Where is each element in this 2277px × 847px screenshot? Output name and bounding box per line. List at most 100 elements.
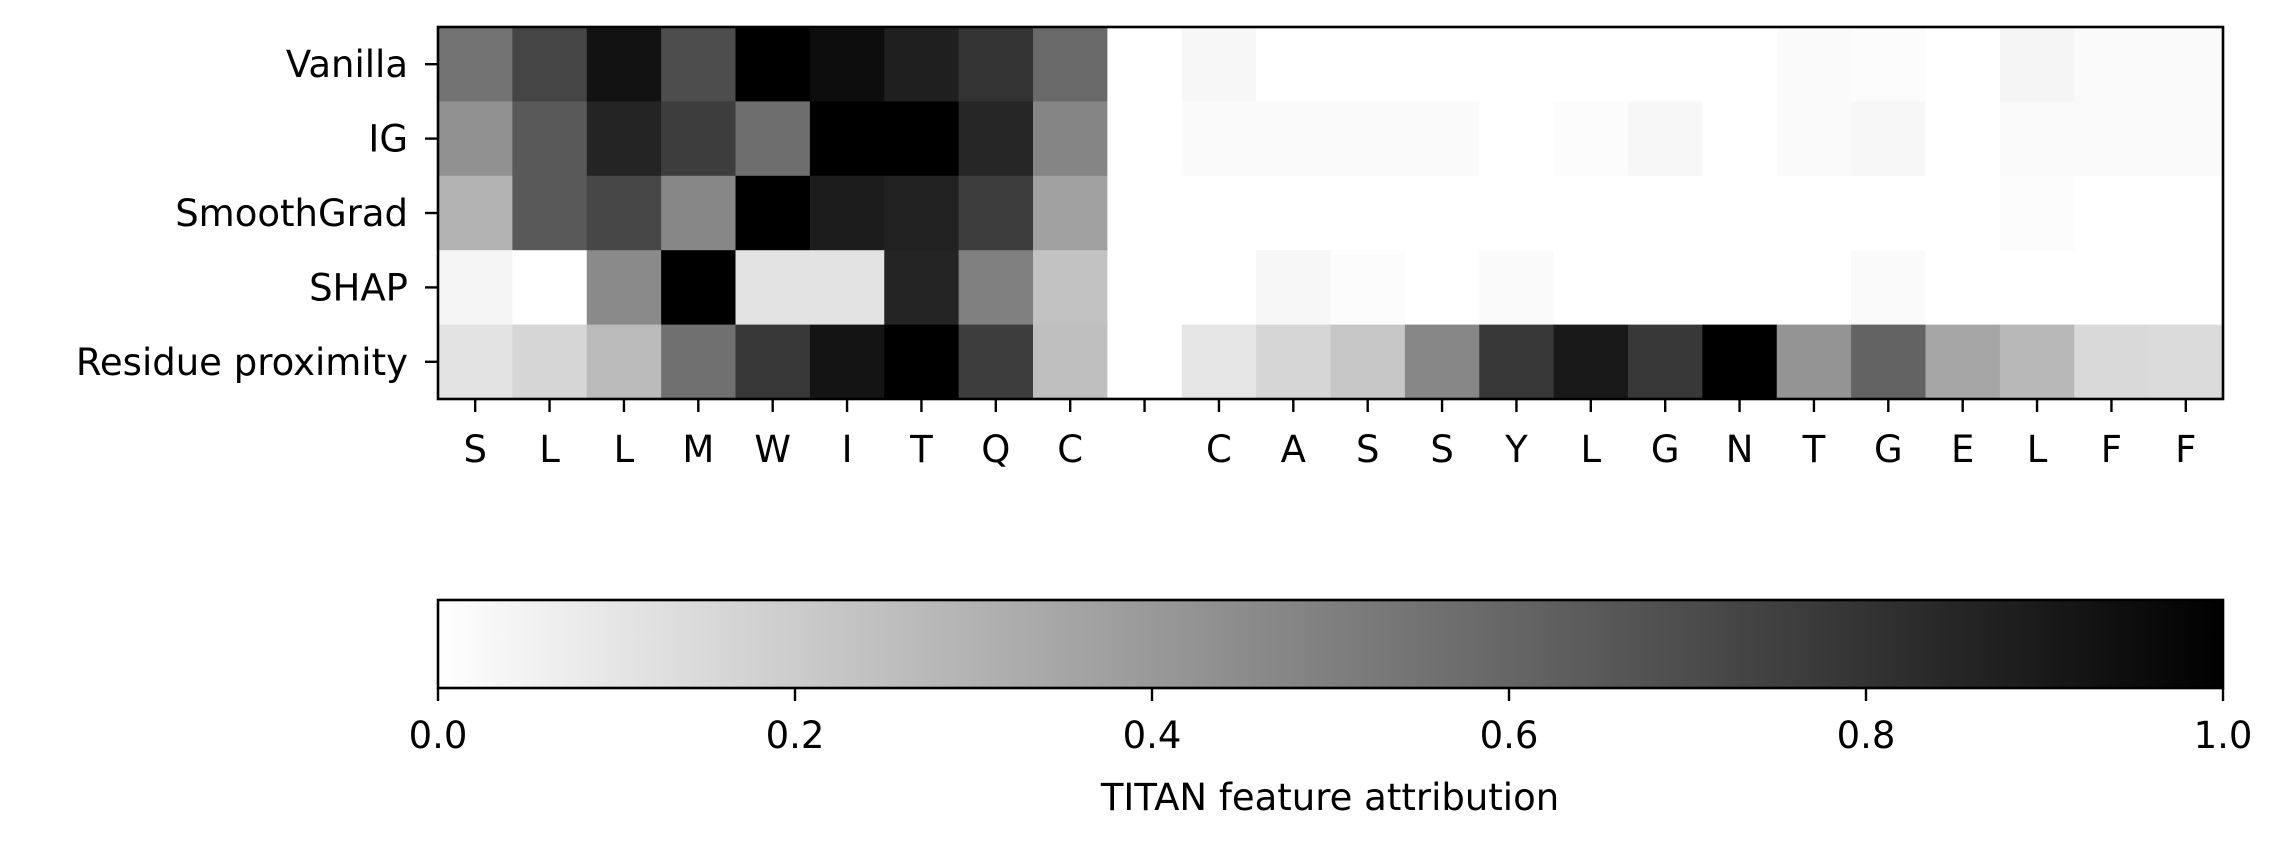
heatmap-cell xyxy=(1851,175,1927,251)
heatmap-cell xyxy=(1479,175,1555,251)
column-label: L xyxy=(539,428,560,471)
heatmap-cell xyxy=(1181,27,1257,102)
heatmap-cell xyxy=(438,324,513,400)
heatmap-cell xyxy=(809,101,885,177)
column-label: S xyxy=(463,428,487,471)
heatmap-cell xyxy=(1107,324,1183,400)
heatmap-cell xyxy=(1702,101,1778,177)
colorbar-tick-label: 0.6 xyxy=(1480,714,1539,757)
heatmap-cell xyxy=(958,250,1034,326)
row-label: SmoothGrad xyxy=(175,192,408,235)
heatmap-cell xyxy=(1925,27,2001,102)
heatmap-cell xyxy=(1776,175,1852,251)
column-label: L xyxy=(1581,428,1602,471)
column-label: S xyxy=(1356,428,1380,471)
heatmap-cell xyxy=(438,250,513,326)
heatmap-cell xyxy=(884,101,960,177)
heatmap-cell xyxy=(735,324,811,400)
heatmap-cell xyxy=(512,324,588,400)
heatmap-cell xyxy=(1404,324,1480,400)
column-label: N xyxy=(1726,428,1754,471)
heatmap-cell xyxy=(512,175,588,251)
heatmap-cell xyxy=(884,324,960,400)
heatmap-cell xyxy=(1033,101,1108,177)
row-label: Residue proximity xyxy=(76,341,408,384)
row-label: Vanilla xyxy=(286,43,408,86)
colorbar-gradient xyxy=(436,598,2225,690)
heatmap-cell xyxy=(1851,250,1927,326)
heatmap-cell xyxy=(2148,175,2224,251)
heatmap-cell xyxy=(1256,101,1332,177)
heatmap-cell xyxy=(809,27,885,102)
heatmap-cell xyxy=(1851,324,1927,400)
heatmap-cell xyxy=(1404,250,1480,326)
colorbar-tick-label: 0.0 xyxy=(409,714,468,757)
heatmap-cell xyxy=(1479,324,1555,400)
heatmap-cell xyxy=(1256,175,1332,251)
heatmap-cell xyxy=(661,324,737,400)
heatmap-cell xyxy=(1628,175,1703,251)
heatmap-cell xyxy=(1404,101,1480,177)
heatmap-cell xyxy=(958,324,1034,400)
heatmap-cell xyxy=(661,27,737,102)
heatmap-cell xyxy=(1851,101,1927,177)
y-axis: Vanilla IG SmoothGrad SHAP Residue proximity xyxy=(76,43,438,384)
column-label: I xyxy=(842,428,853,471)
heatmap-cell xyxy=(586,27,662,102)
heatmap-cell xyxy=(1107,27,1183,102)
heatmap-cell xyxy=(1181,250,1257,326)
column-label: T xyxy=(1802,428,1826,471)
heatmap-cell xyxy=(1181,324,1257,400)
colorbar-tick-label: 0.4 xyxy=(1123,714,1182,757)
heatmap-cell xyxy=(1256,324,1332,400)
heatmap-grid xyxy=(438,27,2224,400)
heatmap-cell xyxy=(809,324,885,400)
column-label: F xyxy=(2101,428,2122,471)
heatmap-cell xyxy=(1404,175,1480,251)
heatmap-cell xyxy=(958,101,1034,177)
heatmap-cell xyxy=(661,101,737,177)
heatmap-cell xyxy=(1999,250,2075,326)
heatmap-cell xyxy=(1479,250,1555,326)
heatmap-cell xyxy=(2074,27,2150,102)
heatmap-cell xyxy=(661,250,737,326)
heatmap-cell xyxy=(1925,324,2001,400)
heatmap-cell xyxy=(586,324,662,400)
heatmap-cell xyxy=(735,27,811,102)
heatmap-cell xyxy=(1033,175,1108,251)
heatmap-cell xyxy=(586,175,662,251)
heatmap-cell xyxy=(1404,27,1480,102)
heatmap-cell xyxy=(1776,27,1852,102)
colorbar-tick-label: 1.0 xyxy=(2194,714,2253,757)
heatmap-cell xyxy=(586,101,662,177)
heatmap-cell xyxy=(1925,101,2001,177)
row-label: IG xyxy=(368,118,408,161)
heatmap-cell xyxy=(1851,27,1927,102)
heatmap-cell xyxy=(1553,324,1629,400)
heatmap-cell xyxy=(2074,324,2150,400)
heatmap-cell xyxy=(1776,101,1852,177)
colorbar: 0.0 0.2 0.4 0.6 0.8 1.0 TITAN feature attribu… xyxy=(409,598,2253,819)
heatmap-cell xyxy=(1628,324,1703,400)
heatmap-cell xyxy=(2074,175,2150,251)
heatmap-cell xyxy=(735,250,811,326)
heatmap-cell xyxy=(1107,250,1183,326)
heatmap-cell xyxy=(1628,27,1703,102)
heatmap-cell xyxy=(2148,27,2224,102)
heatmap-cell xyxy=(2074,101,2150,177)
heatmap-cell xyxy=(1999,27,2075,102)
heatmap-cell xyxy=(1776,324,1852,400)
heatmap-cell xyxy=(512,250,588,326)
heatmap-cell xyxy=(1330,175,1406,251)
heatmap-cell xyxy=(809,250,885,326)
heatmap-cell xyxy=(958,27,1034,102)
row-label: SHAP xyxy=(309,266,408,309)
column-label: F xyxy=(2175,428,2196,471)
heatmap-cell xyxy=(438,101,513,177)
heatmap-cell xyxy=(1925,175,2001,251)
heatmap-cell xyxy=(2074,250,2150,326)
column-label: L xyxy=(2027,428,2048,471)
column-label: W xyxy=(754,428,791,471)
column-label: G xyxy=(1874,428,1903,471)
